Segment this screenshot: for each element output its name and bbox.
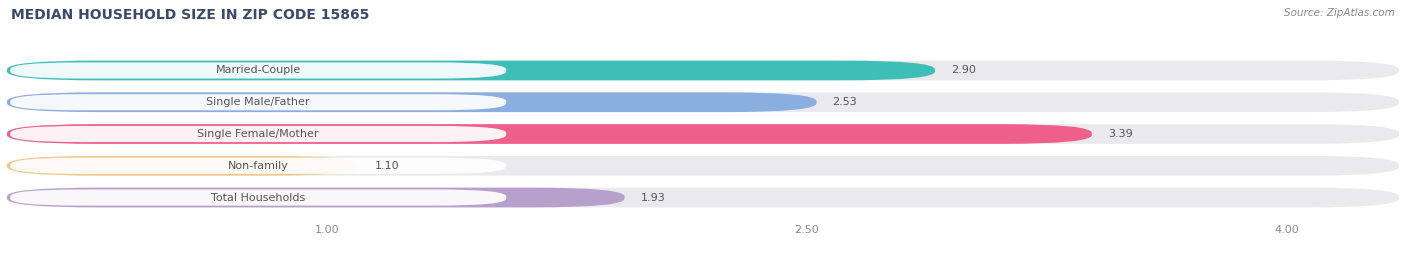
Text: Single Female/Mother: Single Female/Mother xyxy=(197,129,319,139)
Text: MEDIAN HOUSEHOLD SIZE IN ZIP CODE 15865: MEDIAN HOUSEHOLD SIZE IN ZIP CODE 15865 xyxy=(11,8,370,22)
FancyBboxPatch shape xyxy=(7,188,624,207)
Text: Source: ZipAtlas.com: Source: ZipAtlas.com xyxy=(1284,8,1395,18)
Text: Married-Couple: Married-Couple xyxy=(215,65,301,76)
Text: 2.53: 2.53 xyxy=(832,97,858,107)
FancyBboxPatch shape xyxy=(7,124,1399,144)
Text: Total Households: Total Households xyxy=(211,192,305,203)
FancyBboxPatch shape xyxy=(10,62,506,79)
FancyBboxPatch shape xyxy=(10,158,506,174)
FancyBboxPatch shape xyxy=(10,126,506,142)
Text: Single Male/Father: Single Male/Father xyxy=(207,97,309,107)
FancyBboxPatch shape xyxy=(7,61,935,80)
FancyBboxPatch shape xyxy=(7,156,359,176)
FancyBboxPatch shape xyxy=(10,189,506,206)
FancyBboxPatch shape xyxy=(7,92,1399,112)
Text: 1.10: 1.10 xyxy=(375,161,399,171)
FancyBboxPatch shape xyxy=(7,61,1399,80)
FancyBboxPatch shape xyxy=(7,188,1399,207)
Text: 2.90: 2.90 xyxy=(950,65,976,76)
FancyBboxPatch shape xyxy=(7,92,817,112)
FancyBboxPatch shape xyxy=(7,156,1399,176)
FancyBboxPatch shape xyxy=(7,124,1092,144)
FancyBboxPatch shape xyxy=(10,94,506,110)
Text: Non-family: Non-family xyxy=(228,161,288,171)
Text: 1.93: 1.93 xyxy=(641,192,665,203)
Text: 3.39: 3.39 xyxy=(1108,129,1132,139)
